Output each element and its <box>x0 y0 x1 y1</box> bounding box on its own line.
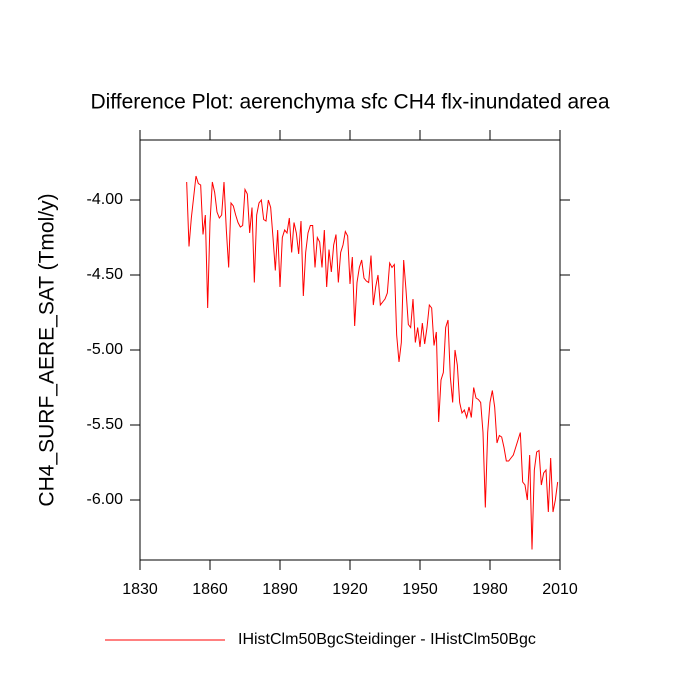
x-tick-label: 1980 <box>472 581 508 598</box>
x-tick-label: 1860 <box>192 581 228 598</box>
data-line <box>186 175 559 550</box>
y-tick-label: -4.00 <box>87 191 124 208</box>
chart-title: Difference Plot: aerenchyma sfc CH4 flx-… <box>90 91 609 114</box>
x-tick-label: 1830 <box>122 581 158 598</box>
y-tick-label: -6.00 <box>87 491 124 508</box>
x-tick-label: 1890 <box>262 581 298 598</box>
y-tick-label: -4.50 <box>87 266 124 283</box>
x-tick-label: 2010 <box>542 581 578 598</box>
legend-label: IHistClm50BgcSteidinger - IHistClm50Bgc <box>238 631 536 648</box>
y-axis-label: CH4_SURF_AERE_SAT (Tmol/y) <box>36 193 59 506</box>
x-tick-label: 1920 <box>332 581 368 598</box>
x-tick-label: 1950 <box>402 581 438 598</box>
y-tick-label: -5.00 <box>87 341 124 358</box>
y-tick-label: -5.50 <box>87 416 124 433</box>
plot-frame <box>139 139 561 561</box>
